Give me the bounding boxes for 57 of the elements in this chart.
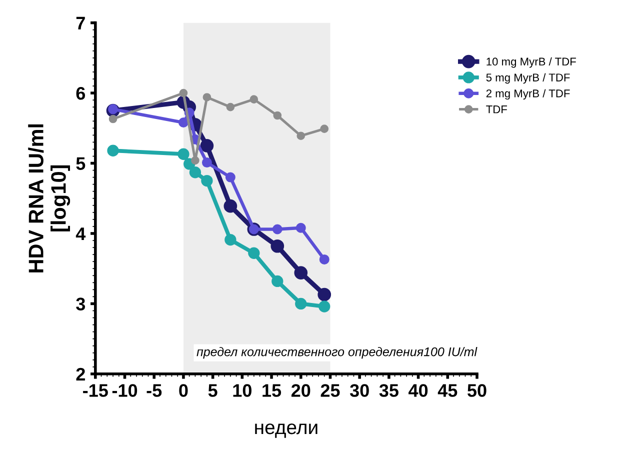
point	[320, 124, 329, 134]
point	[248, 247, 260, 259]
point	[224, 199, 238, 213]
point	[108, 104, 118, 114]
point	[318, 288, 332, 302]
point	[273, 111, 282, 120]
point	[296, 222, 306, 233]
point	[295, 298, 307, 310]
point	[225, 172, 236, 182]
x-tick-label: 30	[350, 384, 369, 397]
legend-label: 2 mg MyrB / TDF	[486, 89, 570, 100]
point	[319, 254, 330, 264]
x-tick-label: 45	[438, 384, 458, 397]
point	[191, 156, 200, 165]
point	[108, 114, 118, 124]
point	[201, 174, 213, 187]
x-tick-label: 40	[408, 384, 428, 397]
legend-label: 5 mg MyrB / TDF	[486, 73, 570, 84]
point	[270, 239, 284, 253]
x-tick-label: -15	[83, 384, 108, 397]
x-tick-label: 0	[179, 384, 188, 397]
point	[294, 266, 308, 280]
point	[224, 234, 236, 246]
x-tick-label: 15	[262, 384, 282, 397]
point	[202, 158, 212, 168]
annotation: предел количественного определения100 IU/ml	[196, 347, 478, 359]
point	[179, 88, 188, 98]
legend-label: TDF	[486, 106, 507, 114]
y-axis-title: HDV RNA IU/ml [log10]	[28, 124, 70, 272]
point	[296, 132, 306, 140]
x-axis-title: недели	[255, 424, 318, 438]
point	[202, 93, 212, 102]
y-tick-label: 5	[76, 157, 86, 170]
x-tick-label: 20	[291, 384, 310, 397]
point	[178, 118, 188, 128]
point	[250, 95, 258, 104]
x-tick-label: 10	[233, 384, 252, 397]
y-tick-label: 4	[76, 228, 86, 240]
x-tick-label: 5	[208, 384, 218, 397]
x-tick-label: -10	[112, 384, 138, 397]
point	[200, 139, 214, 152]
point	[318, 300, 330, 312]
point	[107, 144, 119, 156]
y-tick-label: 3	[76, 298, 86, 310]
y-tick-label: 6	[76, 86, 86, 100]
point	[189, 166, 202, 178]
y-tick-label: 7	[76, 16, 85, 30]
point	[178, 148, 190, 160]
x-tick-label: 35	[379, 384, 398, 397]
x-tick-label: 50	[468, 384, 486, 397]
y-tick-label: 2	[76, 368, 85, 380]
point	[272, 224, 282, 234]
x-tick-label: -5	[146, 384, 162, 397]
x-tick-label: 25	[320, 384, 340, 397]
legend-label: 10 mg MyrB / TDF	[486, 57, 576, 68]
point	[226, 102, 235, 112]
point	[272, 275, 284, 288]
